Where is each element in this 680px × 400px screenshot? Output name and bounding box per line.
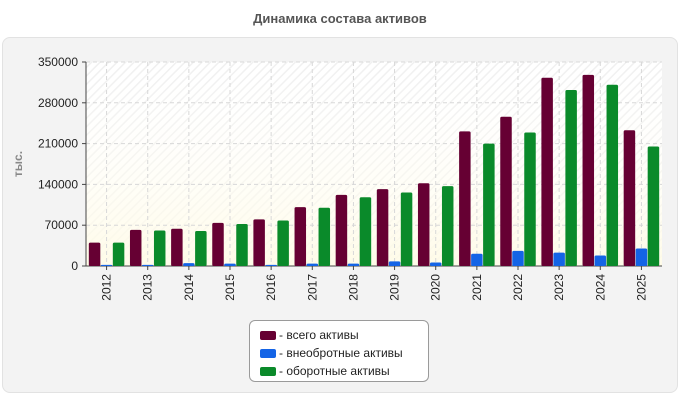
bar-1-2024 — [594, 255, 607, 266]
bar-2-2014 — [195, 231, 207, 266]
bar-0-2022 — [500, 116, 512, 266]
bar-0-2014 — [171, 228, 183, 266]
bar-1-2018 — [347, 263, 360, 266]
bar-1-2014 — [183, 263, 195, 266]
y-tick-label: 0 — [71, 259, 78, 273]
bar-2-2021 — [483, 143, 495, 266]
bar-2-2015 — [236, 224, 248, 266]
bar-1-2020 — [429, 262, 442, 266]
y-tick-label: 140000 — [38, 177, 78, 191]
bar-0-2019 — [376, 189, 389, 266]
bar-0-2017 — [294, 207, 307, 266]
x-tick-label: 2012 — [100, 274, 114, 301]
y-tick-label: 280000 — [38, 96, 78, 110]
y-tick-label: 210000 — [38, 137, 78, 151]
legend-item-total: - всего активы — [260, 326, 428, 344]
bar-1-2021 — [471, 253, 483, 266]
x-tick-label: 2023 — [552, 274, 566, 301]
x-tick-label: 2018 — [346, 274, 360, 301]
bar-1-2013 — [141, 264, 154, 266]
bar-2-2022 — [524, 132, 536, 266]
legend-label-current: - оборотные активы — [279, 364, 390, 378]
bar-0-2025 — [623, 130, 636, 266]
bar-2-2016 — [277, 220, 289, 266]
x-tick-label: 2016 — [264, 274, 278, 301]
y-tick-label: 70000 — [45, 218, 79, 232]
bar-2-2025 — [647, 146, 660, 266]
chart-title: Динамика состава активов — [253, 11, 427, 26]
x-tick-label: 2025 — [634, 274, 648, 301]
legend-swatch-noncurrent — [260, 348, 276, 358]
legend-label-noncurrent: - внеобротные активы — [279, 346, 403, 360]
bar-1-2025 — [635, 248, 648, 266]
x-tick-label: 2024 — [593, 274, 607, 301]
x-tick-label: 2017 — [305, 274, 319, 301]
legend-swatch-total — [260, 330, 276, 340]
bar-2-2017 — [318, 207, 331, 266]
bar-2-2019 — [400, 192, 413, 266]
bar-2-2012 — [112, 242, 125, 266]
bar-1-2023 — [553, 252, 565, 266]
bar-1-2017 — [306, 263, 319, 266]
bar-2-2023 — [565, 89, 577, 266]
bar-1-2022 — [512, 250, 524, 266]
x-tick-label: 2015 — [223, 274, 237, 301]
bar-0-2021 — [459, 131, 471, 266]
bar-1-2016 — [265, 264, 277, 266]
bar-0-2024 — [582, 74, 595, 266]
bar-1-2015 — [224, 263, 236, 266]
legend-swatch-current — [260, 366, 276, 376]
bar-0-2020 — [417, 183, 430, 266]
y-tick-label: 350000 — [38, 55, 78, 69]
x-tick-label: 2014 — [182, 274, 196, 301]
bar-0-2018 — [335, 194, 348, 266]
bar-2-2013 — [153, 230, 166, 266]
x-tick-label: 2021 — [470, 274, 484, 301]
bar-1-2019 — [388, 261, 401, 266]
legend-item-noncurrent: - внеобротные активы — [260, 344, 428, 362]
bar-1-2012 — [100, 264, 113, 266]
legend-label-total: - всего активы — [279, 328, 359, 342]
bar-0-2015 — [212, 222, 224, 266]
legend-item-current: - оборотные активы — [260, 362, 428, 380]
bar-2-2018 — [359, 197, 372, 266]
x-tick-label: 2020 — [429, 274, 443, 301]
bar-0-2013 — [129, 229, 142, 266]
bar-0-2023 — [541, 77, 553, 266]
x-tick-label: 2013 — [141, 274, 155, 301]
bar-0-2016 — [253, 219, 265, 266]
x-tick-label: 2022 — [511, 274, 525, 301]
legend: - всего активы - внеобротные активы - об… — [249, 320, 429, 382]
x-tick-label: 2019 — [388, 274, 402, 301]
y-axis-label: тыс. — [11, 151, 25, 177]
bar-2-2020 — [441, 186, 454, 266]
bar-2-2024 — [606, 84, 619, 266]
bar-0-2012 — [88, 242, 101, 266]
